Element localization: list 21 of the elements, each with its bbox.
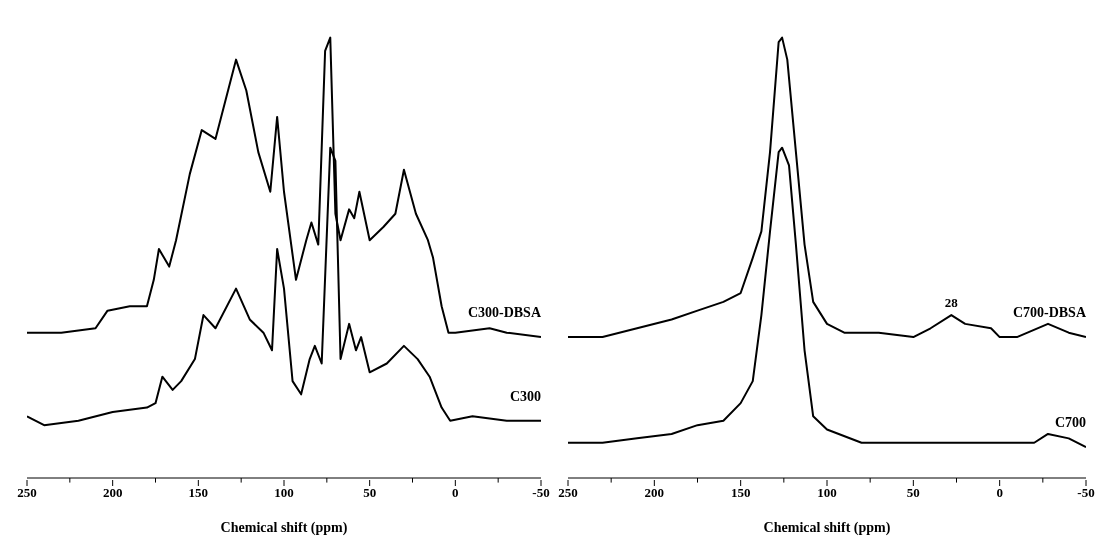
x-tick-label: 50 xyxy=(906,485,920,500)
x-tick-label: 100 xyxy=(817,485,837,500)
series-label: C300 xyxy=(509,388,541,404)
series-label: C300-DBSA xyxy=(467,305,542,321)
x-tick-label: 0 xyxy=(452,485,459,500)
x-tick-label: 150 xyxy=(188,485,209,500)
x-tick-label: 0 xyxy=(996,485,1003,500)
series-label: C700-DBSA xyxy=(1012,305,1087,321)
x-axis-title: Chemical shift (ppm) xyxy=(763,520,891,536)
x-tick-label: 150 xyxy=(730,485,751,500)
x-tick-label: 200 xyxy=(644,485,665,500)
x-tick-label: -50 xyxy=(1077,485,1095,500)
x-tick-label: 200 xyxy=(102,485,123,500)
annotation: 28 xyxy=(944,295,959,311)
x-tick-label: 250 xyxy=(17,485,37,500)
x-tick-label: 100 xyxy=(274,485,294,500)
x-tick-label: 250 xyxy=(558,485,578,500)
x-tick-label: -50 xyxy=(532,485,550,500)
x-tick-label: 50 xyxy=(363,485,377,500)
x-axis-title: Chemical shift (ppm) xyxy=(220,520,348,536)
series-label: C700 xyxy=(1054,415,1086,431)
